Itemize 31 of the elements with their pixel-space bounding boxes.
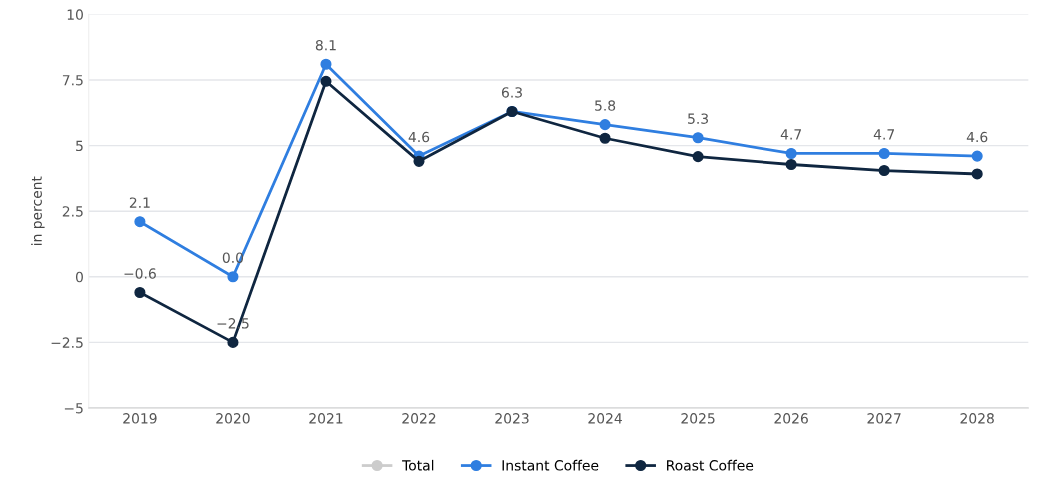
data-label: 4.7 [780, 129, 801, 140]
x-tick-label: 2025 [681, 413, 715, 424]
data-label: 4.7 [873, 129, 894, 140]
data-label: 6.3 [501, 87, 522, 98]
x-tick-label: 2021 [309, 413, 343, 424]
data-label: −0.6 [124, 268, 156, 279]
y-tick-label: 10 [67, 9, 83, 20]
data-label: 8.1 [315, 39, 336, 51]
legend-label: Total [402, 459, 434, 471]
legend-label: Instant Coffee [502, 459, 599, 471]
data-label: 5.8 [595, 100, 616, 111]
x-tick-label: 2024 [588, 413, 622, 424]
x-tick-label: 2020 [216, 413, 250, 424]
x-tick-label: 2027 [867, 413, 901, 424]
y-tick-label: 5 [76, 140, 83, 152]
data-label: 4.6 [408, 131, 430, 143]
y-tick-label: −5 [64, 403, 83, 414]
y-tick-label: 0 [75, 271, 83, 283]
data-label: 5.3 [688, 113, 709, 124]
y-axis-title: in percent [31, 176, 45, 246]
data-label: 2.1 [129, 197, 150, 208]
y-tick-label: 2.5 [62, 206, 83, 217]
legend-label: Roast Coffee [667, 459, 754, 471]
y-tick-label: −2.5 [51, 337, 83, 348]
x-tick-label: 2019 [123, 413, 157, 424]
y-tick-label: 7.5 [62, 75, 83, 86]
data-label: 4.6 [966, 131, 988, 143]
x-tick-label: 2028 [960, 413, 994, 424]
x-tick-label: 2023 [495, 413, 529, 424]
x-tick-label: 2022 [402, 413, 436, 424]
x-tick-label: 2026 [774, 413, 808, 424]
